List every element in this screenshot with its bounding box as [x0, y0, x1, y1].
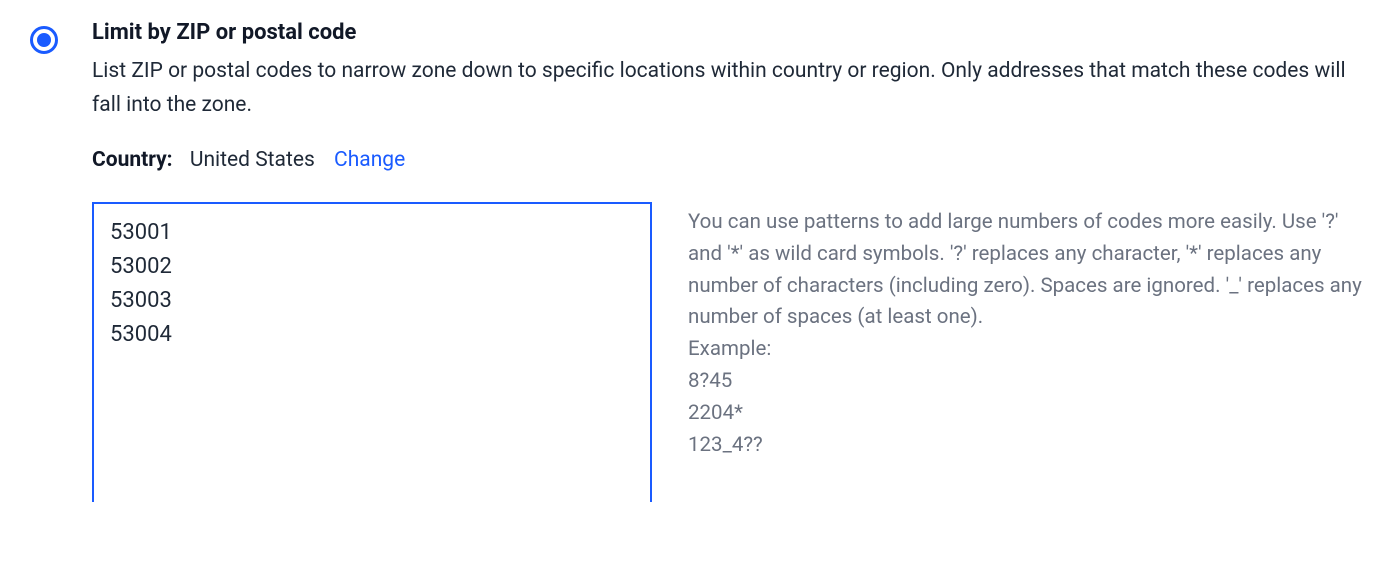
help-intro: You can use patterns to add large number…	[688, 207, 1370, 334]
help-example-3: 123_4??	[688, 430, 1370, 462]
help-example-label: Example:	[688, 334, 1370, 366]
help-example-2: 2204*	[688, 398, 1370, 430]
help-text: You can use patterns to add large number…	[688, 202, 1370, 461]
zip-limit-option: Limit by ZIP or postal code List ZIP or …	[30, 20, 1370, 502]
country-line: Country: United States Change	[92, 148, 1370, 172]
radio-wrapper	[30, 20, 58, 54]
country-value: United States	[190, 148, 315, 172]
radio-selected-dot	[37, 33, 51, 47]
codes-section: You can use patterns to add large number…	[92, 202, 1370, 502]
zip-codes-textarea[interactable]	[92, 202, 652, 502]
option-description: List ZIP or postal codes to narrow zone …	[92, 55, 1370, 122]
change-country-link[interactable]: Change	[334, 148, 405, 172]
help-example-1: 8?45	[688, 366, 1370, 398]
option-title: Limit by ZIP or postal code	[92, 20, 1370, 45]
option-content: Limit by ZIP or postal code List ZIP or …	[92, 20, 1370, 502]
radio-limit-by-zip[interactable]	[30, 26, 58, 54]
country-label: Country:	[92, 148, 173, 172]
